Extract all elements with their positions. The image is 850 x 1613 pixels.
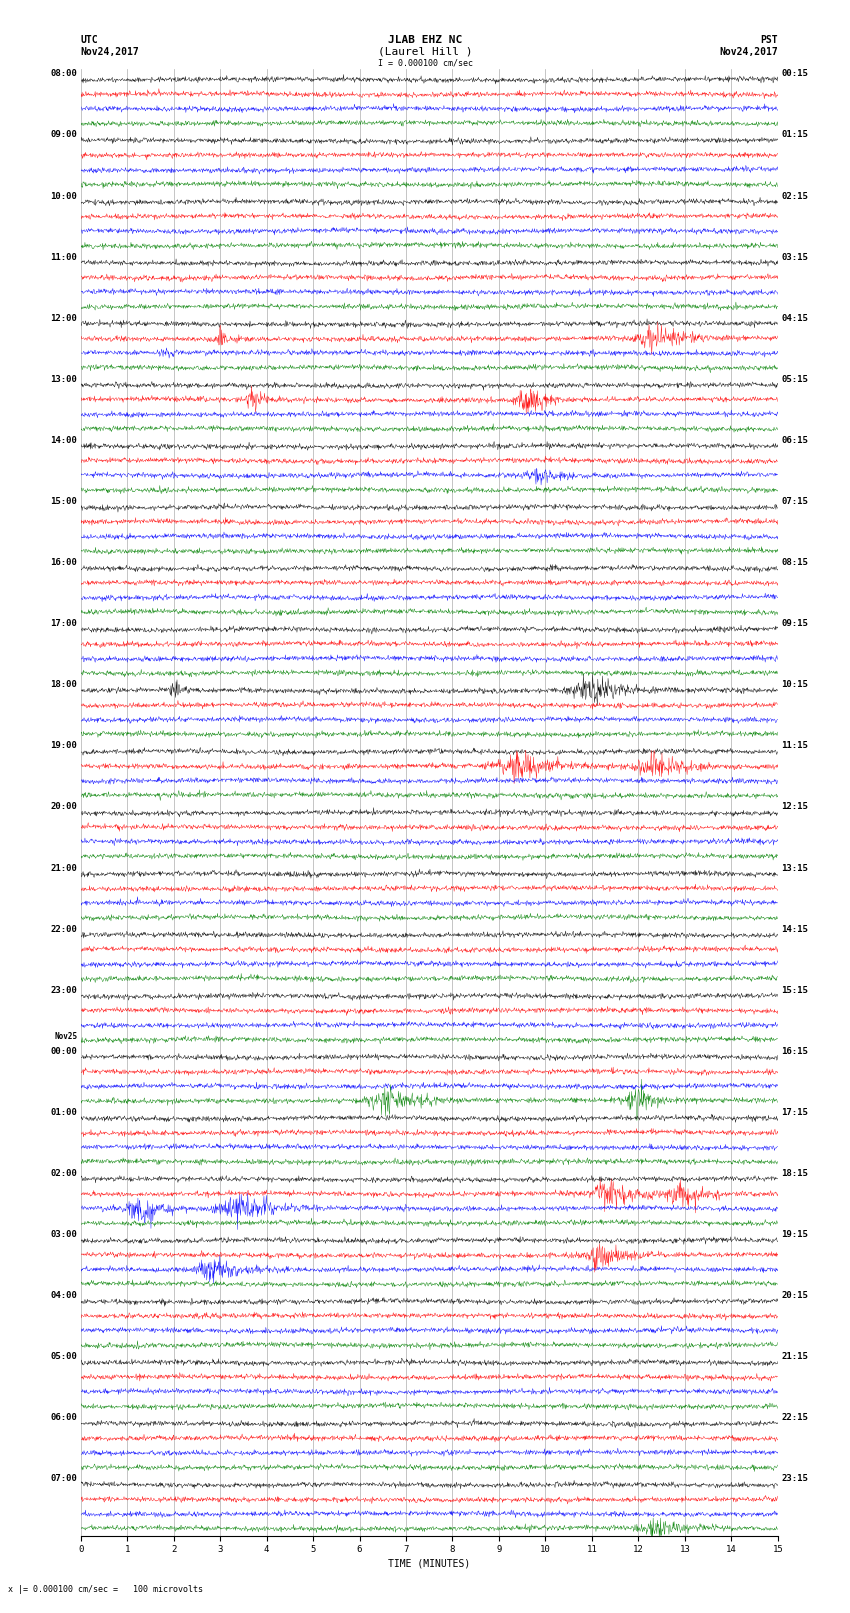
Text: 06:00: 06:00 xyxy=(50,1413,77,1423)
Text: 20:00: 20:00 xyxy=(50,803,77,811)
Text: 03:15: 03:15 xyxy=(781,253,808,261)
Text: 21:00: 21:00 xyxy=(50,863,77,873)
Text: 14:15: 14:15 xyxy=(781,924,808,934)
Text: 22:15: 22:15 xyxy=(781,1413,808,1423)
Text: Nov24,2017: Nov24,2017 xyxy=(719,47,778,56)
Text: 02:15: 02:15 xyxy=(781,192,808,200)
Text: 11:00: 11:00 xyxy=(50,253,77,261)
Text: JLAB EHZ NC: JLAB EHZ NC xyxy=(388,35,462,45)
Text: 19:15: 19:15 xyxy=(781,1231,808,1239)
Text: 10:15: 10:15 xyxy=(781,681,808,689)
Text: 14:00: 14:00 xyxy=(50,436,77,445)
Text: 05:15: 05:15 xyxy=(781,374,808,384)
Text: 09:15: 09:15 xyxy=(781,619,808,627)
Text: 01:15: 01:15 xyxy=(781,131,808,139)
Text: x |= 0.000100 cm/sec =   100 microvolts: x |= 0.000100 cm/sec = 100 microvolts xyxy=(8,1584,203,1594)
Text: 06:15: 06:15 xyxy=(781,436,808,445)
Text: 17:00: 17:00 xyxy=(50,619,77,627)
Text: 13:15: 13:15 xyxy=(781,863,808,873)
Text: 18:15: 18:15 xyxy=(781,1169,808,1177)
Text: 15:00: 15:00 xyxy=(50,497,77,506)
Text: Nov25: Nov25 xyxy=(54,1032,77,1040)
Text: 01:00: 01:00 xyxy=(50,1108,77,1116)
Text: 02:00: 02:00 xyxy=(50,1169,77,1177)
Text: 04:00: 04:00 xyxy=(50,1290,77,1300)
Text: 21:15: 21:15 xyxy=(781,1352,808,1361)
Text: 22:00: 22:00 xyxy=(50,924,77,934)
Text: 00:00: 00:00 xyxy=(50,1047,77,1057)
Text: UTC: UTC xyxy=(81,35,99,45)
Text: 23:00: 23:00 xyxy=(50,986,77,995)
Text: 08:00: 08:00 xyxy=(50,69,77,79)
Text: 15:15: 15:15 xyxy=(781,986,808,995)
Text: 04:15: 04:15 xyxy=(781,315,808,323)
Text: 16:00: 16:00 xyxy=(50,558,77,568)
Text: Nov24,2017: Nov24,2017 xyxy=(81,47,139,56)
Text: 00:15: 00:15 xyxy=(781,69,808,79)
Text: 07:15: 07:15 xyxy=(781,497,808,506)
Text: 03:00: 03:00 xyxy=(50,1231,77,1239)
Text: 17:15: 17:15 xyxy=(781,1108,808,1116)
Text: 12:15: 12:15 xyxy=(781,803,808,811)
Text: 07:00: 07:00 xyxy=(50,1474,77,1484)
Text: PST: PST xyxy=(760,35,778,45)
X-axis label: TIME (MINUTES): TIME (MINUTES) xyxy=(388,1558,470,1568)
Text: 18:00: 18:00 xyxy=(50,681,77,689)
Text: 11:15: 11:15 xyxy=(781,742,808,750)
Text: 16:15: 16:15 xyxy=(781,1047,808,1057)
Text: 09:00: 09:00 xyxy=(50,131,77,139)
Text: 20:15: 20:15 xyxy=(781,1290,808,1300)
Text: 10:00: 10:00 xyxy=(50,192,77,200)
Text: 08:15: 08:15 xyxy=(781,558,808,568)
Text: (Laurel Hill ): (Laurel Hill ) xyxy=(377,47,473,56)
Text: I = 0.000100 cm/sec: I = 0.000100 cm/sec xyxy=(377,58,473,68)
Text: 12:00: 12:00 xyxy=(50,315,77,323)
Text: 19:00: 19:00 xyxy=(50,742,77,750)
Text: 13:00: 13:00 xyxy=(50,374,77,384)
Text: 23:15: 23:15 xyxy=(781,1474,808,1484)
Text: 05:00: 05:00 xyxy=(50,1352,77,1361)
